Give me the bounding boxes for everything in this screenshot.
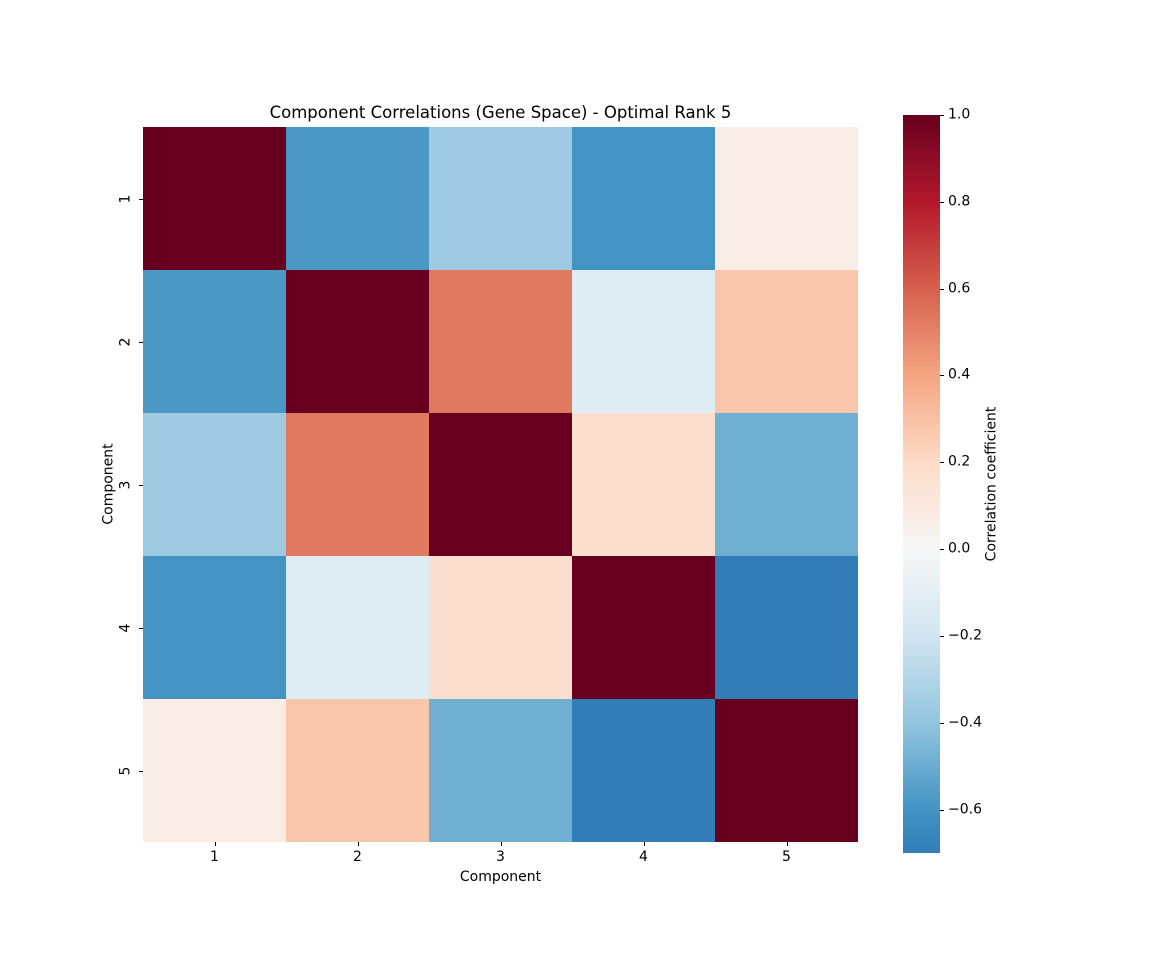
x-tick-mark — [643, 842, 645, 846]
x-tick-label: 3 — [496, 849, 505, 865]
heatmap-cell-r4c2 — [286, 556, 429, 699]
heatmap-cell-r2c5 — [715, 270, 858, 413]
heatmap-cell-r3c1 — [143, 413, 286, 556]
heatmap-grid — [143, 127, 858, 842]
colorbar-tick-label: −0.2 — [948, 627, 982, 644]
heatmap-cell-r5c4 — [572, 699, 715, 842]
chart-title: Component Correlations (Gene Space) - Op… — [269, 103, 732, 122]
colorbar-tick-mark — [940, 635, 944, 637]
x-tick-label: 4 — [639, 849, 648, 865]
heatmap-cell-r2c4 — [572, 270, 715, 413]
y-tick-label: 5 — [117, 766, 134, 775]
colorbar-tick-mark — [940, 462, 944, 464]
heatmap-cell-r1c5 — [715, 127, 858, 270]
heatmap-cell-r4c1 — [143, 556, 286, 699]
x-tick-label: 2 — [353, 849, 362, 865]
colorbar-tick-mark — [940, 549, 944, 551]
heatmap-cell-r2c2 — [286, 270, 429, 413]
heatmap-cell-r4c5 — [715, 556, 858, 699]
heatmap-cell-r3c3 — [429, 413, 572, 556]
y-tick-mark — [139, 198, 143, 200]
heatmap-cell-r1c3 — [429, 127, 572, 270]
y-tick-mark — [139, 627, 143, 629]
x-tick-label: 5 — [782, 849, 791, 865]
colorbar-tick-label: 0.6 — [948, 280, 971, 297]
y-tick-label: 4 — [117, 623, 134, 632]
colorbar-tick-label: 0.4 — [948, 366, 971, 383]
colorbar-tick-label: −0.4 — [948, 714, 982, 731]
colorbar-tick-mark — [940, 288, 944, 290]
heatmap-cell-r5c5 — [715, 699, 858, 842]
x-tick-mark — [500, 842, 502, 846]
colorbar-label: Correlation coefficient — [983, 406, 1000, 562]
colorbar-gradient — [903, 115, 940, 853]
heatmap-cell-r2c1 — [143, 270, 286, 413]
colorbar-tick-mark — [940, 722, 944, 724]
heatmap-cell-r3c5 — [715, 413, 858, 556]
heatmap-cell-r5c2 — [286, 699, 429, 842]
colorbar-tick-label: 0.8 — [948, 193, 971, 210]
colorbar-tick-mark — [940, 201, 944, 203]
x-tick-mark — [786, 842, 788, 846]
x-tick-label: 1 — [210, 849, 219, 865]
y-axis-label: Component — [100, 443, 117, 525]
heatmap-cell-r4c4 — [572, 556, 715, 699]
colorbar-tick-mark — [940, 115, 944, 116]
colorbar-tick-mark — [940, 809, 944, 811]
x-tick-mark — [357, 842, 359, 846]
x-tick-mark — [214, 842, 216, 846]
colorbar-tick-label: 0.0 — [948, 540, 971, 557]
y-tick-label: 1 — [117, 194, 134, 203]
heatmap-cell-r4c3 — [429, 556, 572, 699]
heatmap-cell-r1c1 — [143, 127, 286, 270]
colorbar-tick-label: 1.0 — [948, 106, 971, 123]
y-tick-mark — [139, 341, 143, 343]
heatmap-cell-r2c3 — [429, 270, 572, 413]
y-tick-mark — [139, 484, 143, 486]
y-tick-label: 3 — [117, 480, 134, 489]
heatmap-cell-r3c4 — [572, 413, 715, 556]
x-axis-label: Component — [459, 869, 542, 885]
heatmap-cell-r1c4 — [572, 127, 715, 270]
colorbar-tick-label: 0.2 — [948, 453, 971, 470]
y-tick-mark — [139, 770, 143, 772]
heatmap-cell-r5c3 — [429, 699, 572, 842]
heatmap-cell-r3c2 — [286, 413, 429, 556]
heatmap-cell-r5c1 — [143, 699, 286, 842]
colorbar-tick-mark — [940, 375, 944, 377]
heatmap-cell-r1c2 — [286, 127, 429, 270]
y-tick-label: 2 — [117, 337, 134, 346]
colorbar-tick-label: −0.6 — [948, 801, 982, 818]
